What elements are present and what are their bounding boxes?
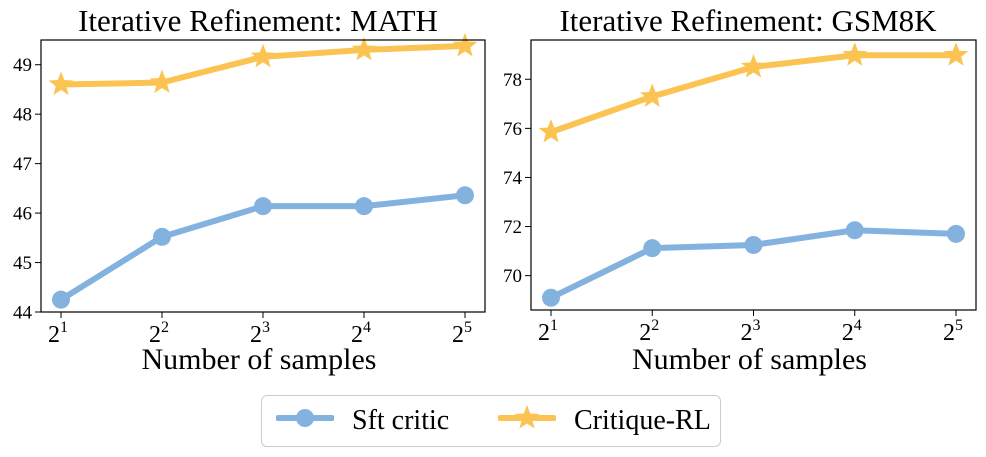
y-tick-label: 70 [503, 266, 522, 287]
y-tick-label: 74 [503, 168, 523, 189]
x-axis-label: Number of samples [142, 343, 377, 376]
legend-swatch-critique-rl [498, 405, 556, 429]
x-tick-label: 22 [149, 319, 169, 348]
data-point-critique-rl [741, 54, 766, 78]
x-tick-label: 23 [741, 317, 761, 346]
data-point-sft-critic [947, 224, 965, 243]
x-tick-label: 24 [842, 317, 862, 346]
legend-crl-marker [514, 405, 540, 429]
chart-title: Iterative Refinement: GSM8K [559, 3, 937, 38]
data-point-critique-rl [452, 32, 478, 57]
data-point-sft-critic [153, 227, 171, 246]
x-axis-label: Number of samples [632, 343, 867, 376]
data-point-critique-rl [351, 36, 377, 61]
data-point-sft-critic [744, 235, 763, 254]
x-tick-label: 21 [538, 317, 558, 346]
data-point-critique-rl [639, 83, 665, 107]
data-point-critique-rl [48, 71, 74, 96]
y-tick-label: 45 [13, 253, 32, 274]
data-point-sft-critic [845, 221, 864, 240]
data-point-sft-critic [456, 186, 474, 205]
chart-panel-2: Iterative Refinement: GSM8K 70 72 74 76 78 21 2… [503, 3, 977, 376]
plot-frame [530, 39, 977, 311]
legend-label-sft-critic: Sft critic [352, 405, 450, 436]
y-tick-label: 47 [13, 154, 32, 175]
data-point-sft-critic [52, 290, 70, 309]
legend-swatch-sft-critic [276, 409, 334, 427]
x-tick-label: 25 [452, 319, 472, 348]
y-tick-label: 48 [13, 105, 32, 126]
x-tick-label: 23 [250, 319, 270, 348]
x-tick-label: 24 [351, 319, 371, 348]
legend-sft-marker [296, 409, 314, 427]
y-tick-label: 49 [13, 55, 32, 76]
plot-frame [40, 39, 486, 313]
figure: Iterative Refinement: MATH 44 45 46 47 48 49 21… [13, 3, 977, 376]
data-point-sft-critic [254, 197, 272, 216]
y-tick-label: 44 [13, 303, 33, 324]
legend-label-critique-rl: Critique-RL [574, 405, 711, 436]
y-tick-label: 72 [503, 217, 522, 238]
y-tick-label: 46 [13, 204, 32, 225]
chart-panel-1: Iterative Refinement: MATH 44 45 46 47 48 49 21… [13, 3, 486, 376]
y-tick-label: 78 [503, 70, 522, 91]
x-tick-label: 25 [943, 317, 963, 346]
data-point-critique-rl [842, 42, 868, 66]
data-point-critique-rl [538, 119, 564, 143]
x-tick-label: 22 [639, 317, 659, 346]
data-point-critique-rl [149, 69, 175, 94]
data-point-critique-rl [250, 43, 276, 68]
data-point-sft-critic [355, 197, 373, 216]
data-point-sft-critic [542, 288, 560, 307]
data-point-sft-critic [643, 239, 662, 258]
y-tick-label: 76 [503, 119, 522, 140]
data-point-critique-rl [943, 42, 969, 66]
chart-title: Iterative Refinement: MATH [78, 3, 438, 38]
x-tick-label: 21 [48, 319, 68, 348]
legend: Sft critic Critique-RL [261, 395, 721, 447]
